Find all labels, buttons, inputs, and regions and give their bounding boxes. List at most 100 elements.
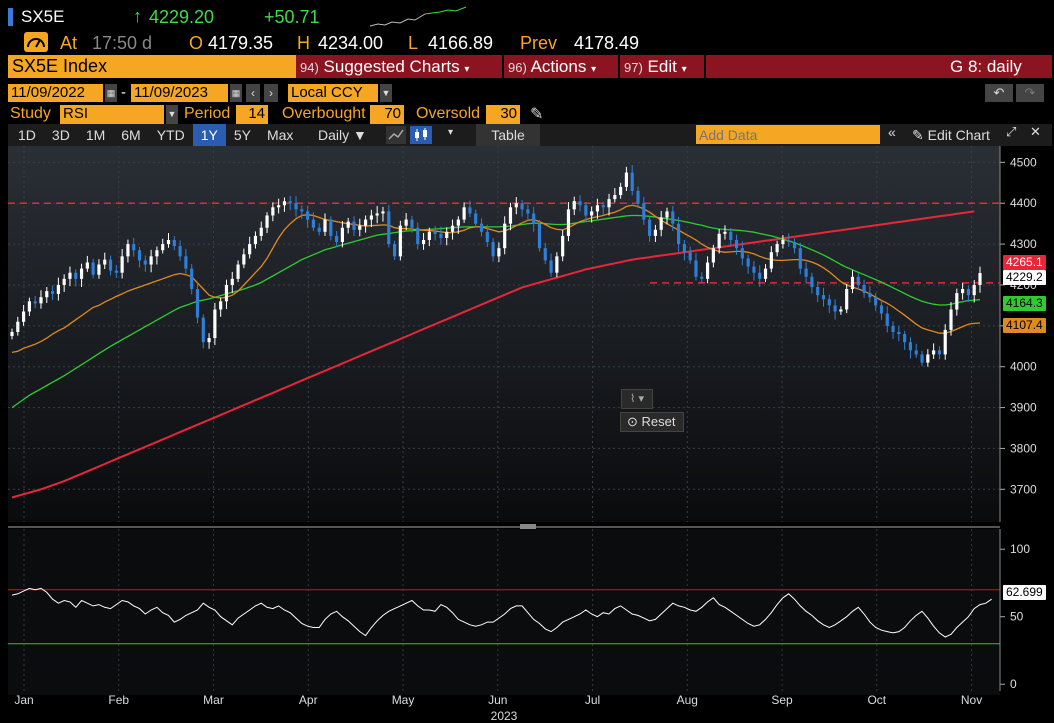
calendar-icon[interactable]: ▦	[105, 84, 117, 102]
start-date-field[interactable]: 11/09/2022	[8, 84, 103, 102]
add-data-input[interactable]	[696, 125, 880, 144]
x-axis-month-label: Jan	[14, 693, 33, 707]
candle-up	[166, 240, 171, 245]
candle-down	[172, 240, 176, 247]
candle-down	[810, 276, 814, 287]
range-button-6m[interactable]: 6M	[121, 127, 141, 143]
redo-button[interactable]: ↷	[1016, 84, 1044, 102]
candle-up	[277, 205, 281, 208]
at-label: At	[60, 33, 78, 53]
range-button-1m[interactable]: 1M	[85, 127, 106, 143]
candle-down	[648, 219, 652, 236]
actions-number: 96)	[508, 60, 527, 75]
candle-down	[184, 256, 188, 269]
candle-down	[416, 227, 420, 245]
price-tick-label: 4300	[1010, 237, 1037, 251]
date-separator: -	[121, 84, 126, 101]
candle-up	[375, 213, 379, 216]
candle-down	[868, 293, 872, 298]
line-chart-icon[interactable]	[386, 126, 406, 144]
candle-up	[653, 229, 657, 236]
candle-up	[68, 272, 72, 279]
calendar-icon[interactable]: ▦	[230, 84, 242, 102]
candle-up	[961, 289, 965, 294]
candlestick-icon[interactable]	[410, 126, 432, 144]
candle-up	[503, 223, 507, 249]
period-label: Period	[184, 105, 231, 122]
range-button-max[interactable]: Max	[266, 127, 294, 143]
table-button[interactable]: Table	[476, 124, 540, 146]
x-axis-month-label: May	[392, 693, 415, 707]
range-button-5y[interactable]: 5Y	[233, 127, 251, 143]
range-button-3d[interactable]: 3D	[51, 127, 70, 143]
candle-down	[311, 219, 315, 228]
chart-type-overlay-button[interactable]: ⌇ ▾	[621, 389, 653, 409]
candle-up	[450, 225, 455, 232]
frequency-select[interactable]: Daily ▼	[318, 127, 367, 143]
rsi-tick-label: 50	[1010, 610, 1024, 624]
candle-up	[932, 350, 936, 355]
ma50-line	[11, 214, 981, 409]
ma20-value-tag: 4107.4	[1003, 318, 1046, 333]
candle-down	[178, 246, 182, 257]
candle-up	[97, 264, 101, 275]
price-tick-label: 3800	[1010, 441, 1037, 455]
expand-icon[interactable]: ⤢	[1006, 124, 1017, 139]
reset-icon: ⊙	[627, 414, 638, 429]
chevron-down-icon[interactable]: ▼	[166, 105, 178, 124]
candle-down	[792, 242, 797, 249]
ma50-value-tag: 4164.3	[1003, 296, 1046, 311]
range-button-ytd[interactable]: YTD	[156, 127, 185, 143]
candle-up	[839, 309, 843, 312]
candle-down	[317, 227, 321, 232]
high-label: H	[297, 33, 310, 53]
reset-button[interactable]: ⊙ Reset	[620, 412, 684, 432]
panel-resize-handle	[520, 524, 536, 529]
study-select[interactable]: RSI	[60, 105, 164, 124]
next-period-button[interactable]: ›	[264, 84, 278, 102]
candle-down	[50, 291, 55, 294]
suggested-charts-menu[interactable]: 94) Suggested Charts ▾	[300, 55, 469, 78]
candle-up	[572, 201, 576, 210]
range-button-1d[interactable]: 1D	[18, 127, 36, 143]
actions-menu[interactable]: 96) Actions ▾	[508, 55, 596, 78]
edit-chart-button[interactable]: ✎ Edit Chart	[912, 124, 990, 146]
candle-down	[543, 248, 547, 261]
candle-up	[850, 276, 855, 290]
chevron-down-icon[interactable]: ▾	[448, 127, 454, 138]
candle-down	[636, 190, 640, 204]
x-axis-month-label: Nov	[961, 693, 982, 707]
range-button-1y[interactable]: 1Y	[192, 124, 226, 146]
candle-up	[161, 244, 165, 251]
close-icon[interactable]: ✕	[1030, 124, 1041, 139]
candle-down	[195, 289, 200, 318]
study-label: Study	[10, 105, 51, 122]
candle-down	[410, 219, 414, 228]
overbought-field[interactable]: 70	[370, 105, 404, 124]
security-field[interactable]: SX5E Index	[8, 55, 296, 78]
end-date-field[interactable]: 11/09/2023	[131, 84, 228, 102]
prev-value: 4178.49	[574, 33, 640, 53]
undo-button[interactable]: ↶	[985, 84, 1013, 102]
chevron-down-icon[interactable]: ▼	[380, 84, 392, 102]
candle-up	[85, 262, 89, 269]
pencil-icon[interactable]: ✎	[530, 106, 544, 123]
last-price-tag: 4229.2	[1003, 270, 1046, 285]
candle-up	[259, 227, 263, 236]
chart-area[interactable]: Jan Feb Mar Apr May Jun Jul Aug Sep Oct Nov 2023 370…	[0, 146, 1054, 723]
actions-label: Actions	[530, 57, 587, 76]
candle-up	[79, 268, 84, 279]
candle-up	[213, 309, 217, 339]
chevron-down-icon: ▾	[464, 64, 470, 75]
collapse-icon[interactable]: «	[888, 124, 896, 140]
oversold-field[interactable]: 30	[486, 105, 520, 124]
candle-down	[897, 331, 901, 334]
edit-menu[interactable]: 97) Edit ▾	[624, 55, 687, 78]
period-field[interactable]: 14	[236, 105, 268, 124]
rsi-tick-label: 0	[1010, 677, 1017, 691]
candle-up	[619, 186, 623, 196]
currency-select[interactable]: Local CCY	[288, 84, 378, 102]
prev-period-button[interactable]: ‹	[246, 84, 260, 102]
candle-down	[787, 240, 791, 243]
candle-down	[491, 242, 495, 257]
